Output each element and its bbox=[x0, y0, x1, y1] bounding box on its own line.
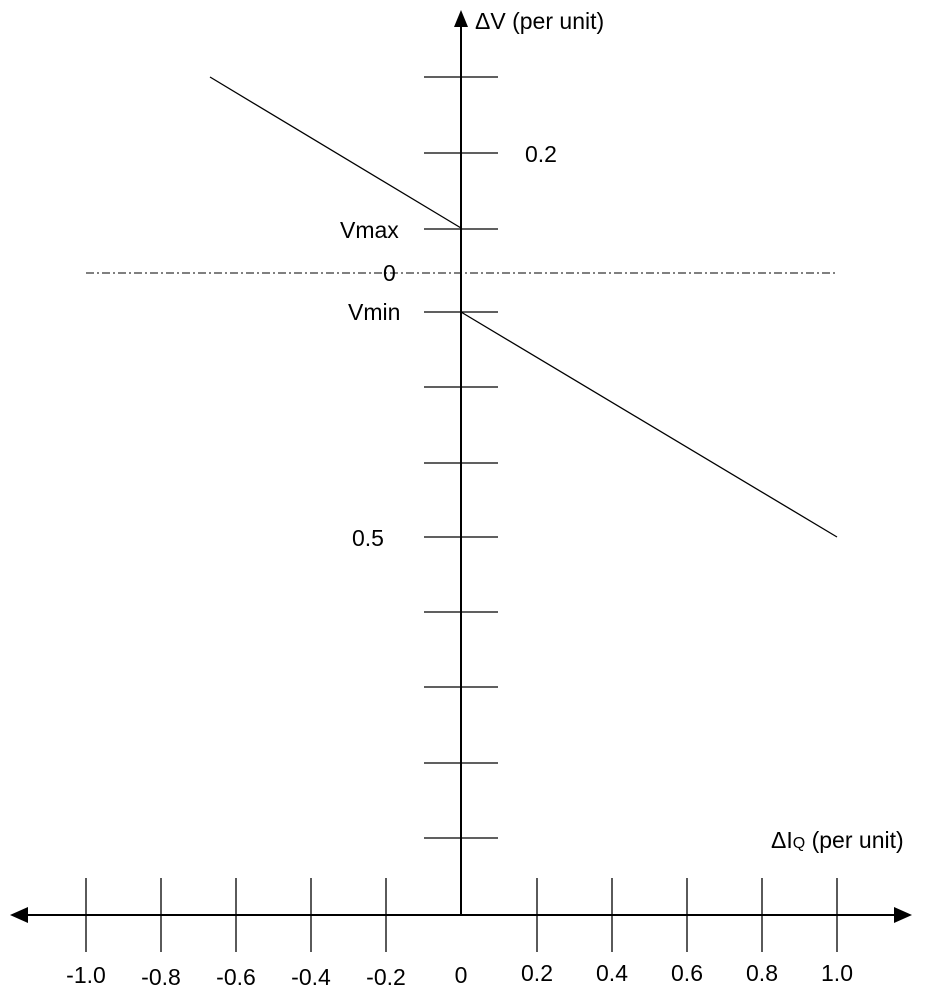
x-tick-label: 0.8 bbox=[746, 960, 778, 986]
x-tick-label: -0.4 bbox=[291, 964, 331, 990]
y-axis-label-suffix: (per unit) bbox=[505, 8, 605, 34]
x-tick-label: 0.2 bbox=[521, 960, 553, 986]
x-axis-ticks bbox=[85, 878, 838, 952]
x-tick-label: 0 bbox=[454, 962, 468, 988]
x-tick-label: -0.2 bbox=[366, 964, 406, 990]
x-tick-label: -0.6 bbox=[216, 964, 256, 990]
y-tick-label-vmin: Vmin bbox=[348, 299, 401, 325]
x-tick-label: -0.8 bbox=[141, 964, 181, 990]
y-axis-ticks bbox=[424, 76, 498, 839]
characteristic-lower-line bbox=[460, 311, 838, 538]
y-tick-label-0: 0 bbox=[383, 260, 396, 286]
x-tick-label: 0.4 bbox=[596, 960, 628, 986]
x-tick-label: 1.0 bbox=[821, 960, 853, 986]
y-tick-label-0-2: 0.2 bbox=[525, 141, 557, 167]
x-tick-label: 0.6 bbox=[671, 960, 703, 986]
x-axis-label: ΔIQ (per unit) bbox=[771, 829, 904, 852]
y-axis-label: ΔV (per unit) bbox=[475, 10, 604, 33]
x-axis-label-suffix: (per unit) bbox=[805, 827, 904, 853]
characteristic-upper-line bbox=[209, 76, 462, 229]
y-axis-arrow-up bbox=[454, 10, 468, 27]
y-tick-label-vmax: Vmax bbox=[340, 217, 399, 243]
y-tick-label-0-5: 0.5 bbox=[352, 525, 384, 551]
x-axis-arrow-right bbox=[894, 907, 912, 923]
x-axis-arrow-left bbox=[10, 907, 28, 923]
x-tick-label: -1.0 bbox=[66, 962, 106, 988]
x-axis-label-subscript: Q bbox=[792, 835, 806, 852]
x-axis-label-prefix: ΔI bbox=[771, 827, 793, 853]
y-axis-label-prefix: ΔV bbox=[475, 8, 506, 34]
